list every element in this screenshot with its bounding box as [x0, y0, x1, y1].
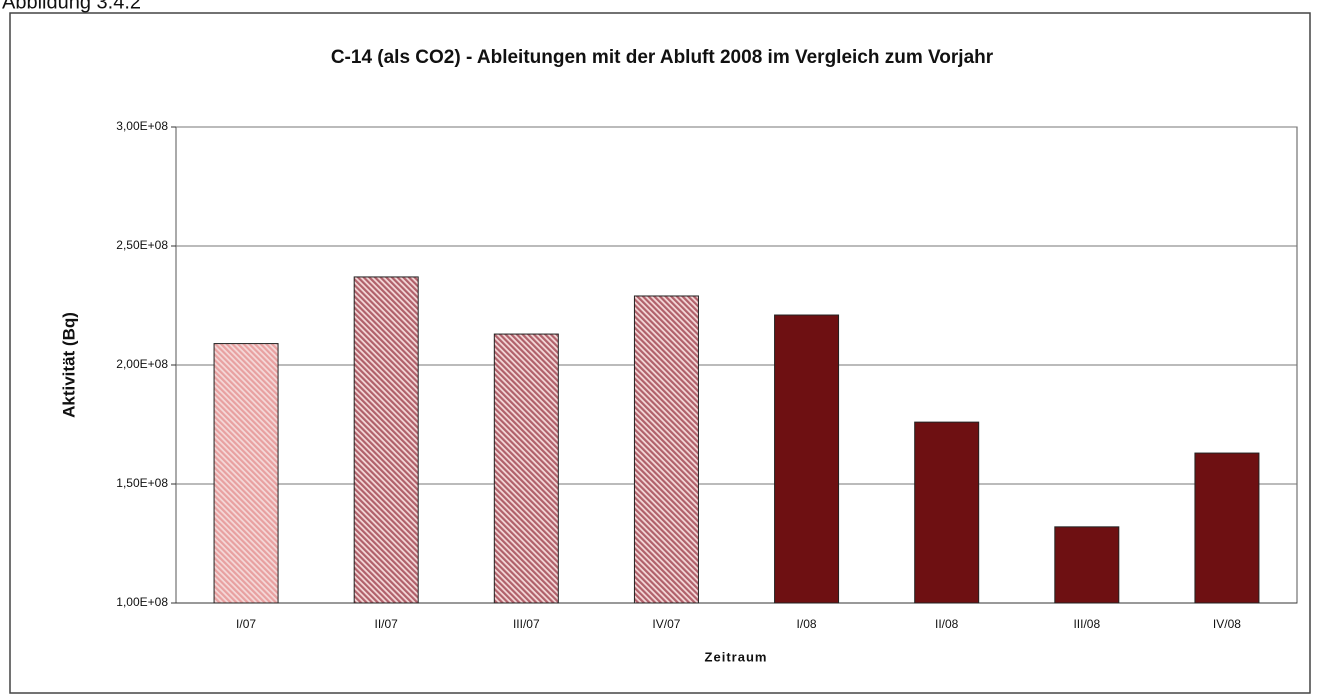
y-axis-label: Aktivität (Bq) [59, 312, 78, 418]
chart-title: C-14 (als CO2) - Ableitungen mit der Abl… [331, 47, 994, 68]
x-axis-label: Zeitraum [705, 649, 768, 664]
bar [1054, 526, 1120, 604]
bar [353, 276, 419, 604]
bar [633, 295, 699, 604]
x-tick-label: I/07 [236, 617, 256, 631]
x-tick-label: IV/08 [1213, 617, 1241, 631]
x-tick-label: III/07 [513, 617, 540, 631]
bar [493, 333, 559, 604]
bar [213, 343, 279, 604]
x-tick-label: I/08 [797, 617, 817, 631]
x-tick-label: II/08 [935, 617, 959, 631]
y-tick-label: 2,50E+08 [116, 238, 168, 252]
x-tick-label: II/07 [375, 617, 399, 631]
bar [1194, 452, 1260, 604]
caption: Abbildung 3.4.2 [2, 0, 141, 13]
y-tick-label: 1,50E+08 [116, 476, 168, 490]
y-tick-label: 2,00E+08 [116, 357, 168, 371]
x-tick-label: IV/07 [652, 617, 680, 631]
bar [914, 421, 980, 604]
y-tick-label: 3,00E+08 [116, 119, 168, 133]
y-tick-label: 1,00E+08 [116, 595, 168, 609]
x-tick-label: III/08 [1073, 617, 1100, 631]
bar [774, 314, 840, 604]
